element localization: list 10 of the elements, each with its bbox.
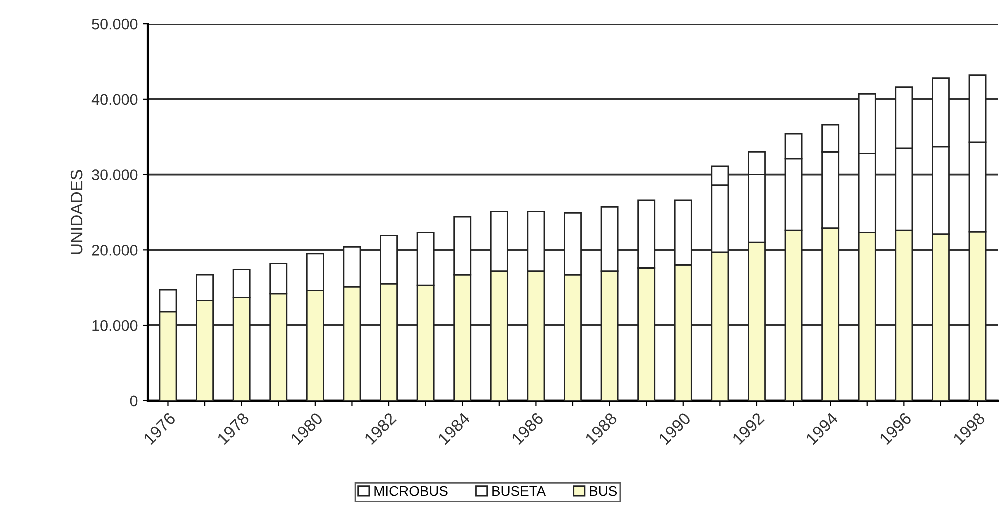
y-tick-label: 50.000 xyxy=(92,18,138,30)
legend-label: MICROBUS xyxy=(374,486,448,496)
y-tick-label: 20.000 xyxy=(92,245,138,256)
y-tick-label: 30.000 xyxy=(92,170,138,180)
y-axis-title: UNIDADES xyxy=(70,170,83,254)
y-tick-label: 0 xyxy=(130,396,138,407)
y-tick-label: 40.000 xyxy=(92,94,138,106)
legend-label: BUSETA xyxy=(492,486,546,496)
legend-label: BUS xyxy=(590,486,618,496)
y-tick-label: 10.000 xyxy=(92,320,138,332)
